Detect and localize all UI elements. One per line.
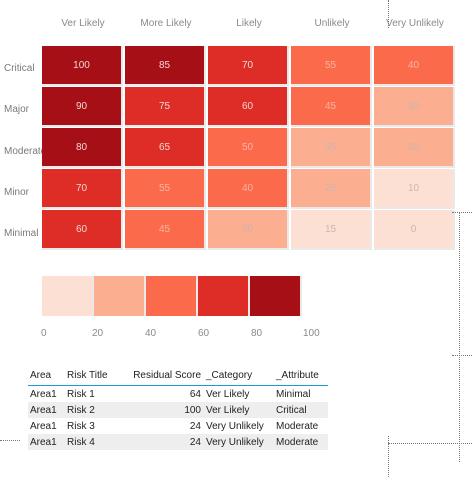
column-header: Very Unlikely xyxy=(386,18,444,29)
table-header[interactable]: _Category xyxy=(206,369,253,381)
table-cell: Risk 3 xyxy=(67,420,95,432)
container-guide xyxy=(459,212,460,462)
table-header[interactable]: Risk Title xyxy=(67,369,108,381)
table-cell: 24 xyxy=(189,436,201,448)
table-cell: Critical xyxy=(276,404,307,416)
table-row[interactable]: Area1 Risk 1 64 Ver Likely Minimal xyxy=(28,386,328,402)
heatmap-cell[interactable]: 30 xyxy=(208,210,289,250)
table-header[interactable]: Residual Score xyxy=(133,369,201,381)
table-header[interactable]: Area xyxy=(30,369,52,381)
heatmap-cell[interactable]: 75 xyxy=(125,87,206,127)
table-cell: 64 xyxy=(189,388,201,400)
heatmap-cell[interactable]: 45 xyxy=(125,210,206,250)
row-header: Minimal xyxy=(4,228,39,239)
heatmap-cell[interactable]: 90 xyxy=(42,87,123,127)
column-header: More Likely xyxy=(140,18,192,29)
table-cell: Area1 xyxy=(30,436,57,448)
table-header-row: Area Risk Title Residual Score _Category… xyxy=(28,365,328,386)
heatmap-cell[interactable]: 55 xyxy=(125,169,206,209)
table-cell: Moderate xyxy=(276,420,319,432)
row-header: Major xyxy=(4,104,30,115)
heatmap-cell[interactable]: 80 xyxy=(42,128,123,168)
table-row[interactable]: Area1 Risk 3 24 Very Unlikely Moderate xyxy=(28,418,328,434)
heatmap-cell[interactable]: 20 xyxy=(374,128,455,168)
heatmap-cell[interactable]: 35 xyxy=(291,128,372,168)
table-cell: Ver Likely xyxy=(206,388,250,400)
column-header: Unlikely xyxy=(314,18,350,29)
legend-tick: 100 xyxy=(303,328,320,339)
table-row[interactable]: Area1 Risk 4 24 Very Unlikely Moderate xyxy=(28,434,328,450)
table-header[interactable]: _Attribute xyxy=(276,369,319,381)
heatmap-cell[interactable]: 15 xyxy=(291,210,372,250)
table-cell: 24 xyxy=(189,420,201,432)
legend-swatch xyxy=(94,276,146,316)
table-cell: Ver Likely xyxy=(206,404,250,416)
container-guide xyxy=(452,212,472,213)
heatmap-cell[interactable]: 60 xyxy=(42,210,123,250)
heatmap-cell[interactable]: 40 xyxy=(208,169,289,209)
heatmap-cell[interactable]: 70 xyxy=(208,46,289,86)
legend-tick: 60 xyxy=(198,328,210,339)
legend-swatch xyxy=(146,276,198,316)
table-cell: Moderate xyxy=(276,436,319,448)
legend-swatch xyxy=(250,276,302,316)
legend-swatch xyxy=(42,276,94,316)
heatmap-cell[interactable]: 70 xyxy=(42,169,123,209)
column-header: Ver Likely xyxy=(61,18,105,29)
table-cell: Area1 xyxy=(30,404,57,416)
legend-tick: 80 xyxy=(251,328,263,339)
container-guide xyxy=(388,443,472,444)
risk-table: Area Risk Title Residual Score _Category… xyxy=(28,365,328,450)
heatmap-cell[interactable]: 85 xyxy=(125,46,206,86)
heatmap-cell[interactable]: 40 xyxy=(374,46,455,86)
heatmap-cell[interactable]: 25 xyxy=(291,169,372,209)
table-cell: 100 xyxy=(184,404,201,416)
container-guide xyxy=(388,436,389,477)
heatmap-cell[interactable]: 65 xyxy=(125,128,206,168)
table-cell: Area1 xyxy=(30,388,57,400)
heatmap-cell[interactable]: 0 xyxy=(374,210,455,250)
row-header: Critical xyxy=(4,63,35,74)
table-cell: Very Unlikely xyxy=(206,436,264,448)
container-guide xyxy=(452,355,472,356)
table-cell: Area1 xyxy=(30,420,57,432)
row-header: Minor xyxy=(4,187,30,198)
row-header: Moderate xyxy=(4,146,47,157)
color-legend xyxy=(42,276,305,316)
legend-tick: 0 xyxy=(41,328,47,339)
risk-heatmap: Ver Likely More Likely Likely Unlikely V… xyxy=(4,18,455,250)
legend-tick: 20 xyxy=(92,328,104,339)
table-cell: Risk 1 xyxy=(67,388,95,400)
legend-tick: 40 xyxy=(145,328,157,339)
heatmap-cell[interactable]: 50 xyxy=(208,128,289,168)
heatmap-cell[interactable]: 30 xyxy=(374,87,455,127)
table-row[interactable]: Area1 Risk 2 100 Ver Likely Critical xyxy=(28,402,328,418)
table-cell: Very Unlikely xyxy=(206,420,264,432)
heatmap-cell[interactable]: 100 xyxy=(42,46,123,86)
heatmap-cell[interactable]: 55 xyxy=(291,46,372,86)
container-guide xyxy=(388,0,389,28)
column-header: Likely xyxy=(236,18,262,29)
legend-swatch xyxy=(198,276,250,316)
heatmap-cell[interactable]: 10 xyxy=(374,169,455,209)
container-guide xyxy=(0,440,20,441)
heatmap-cell[interactable]: 45 xyxy=(291,87,372,127)
heatmap-cell[interactable]: 60 xyxy=(208,87,289,127)
table-cell: Risk 4 xyxy=(67,436,95,448)
table-cell: Minimal xyxy=(276,388,311,400)
table-cell: Risk 2 xyxy=(67,404,95,416)
